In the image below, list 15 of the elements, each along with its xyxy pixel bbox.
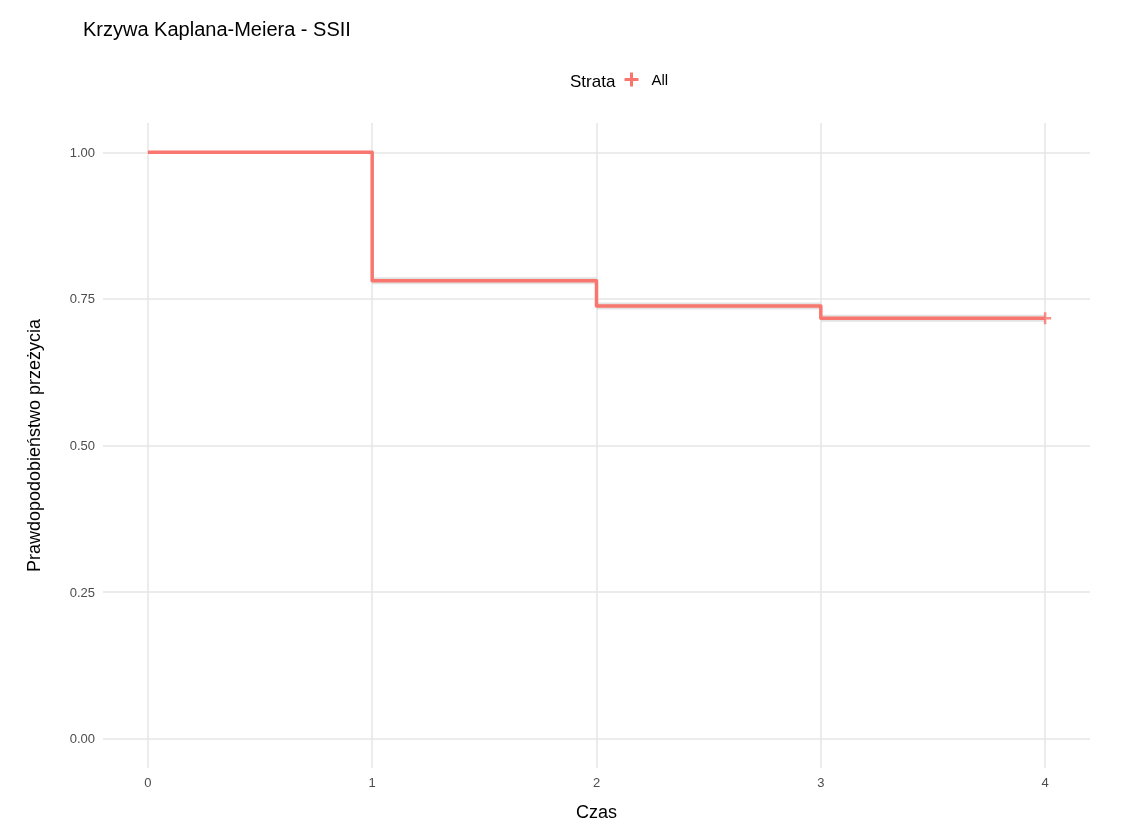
x-tick-label: 4 xyxy=(1041,775,1049,790)
x-tick-label: 0 xyxy=(144,775,152,790)
y-tick-label: 0.00 xyxy=(69,731,95,747)
chart-title: Krzywa Kaplana-Meiera - SSII xyxy=(83,18,351,40)
x-axis-title: Czas xyxy=(575,802,618,822)
y-tick-label: 0.50 xyxy=(69,438,95,453)
y-tick-label: 0.25 xyxy=(69,584,95,600)
legend-label: All xyxy=(651,71,669,88)
x-tick-label: 1 xyxy=(368,775,376,790)
x-tick-label: 2 xyxy=(592,775,601,790)
y-axis-title: Prawdopodobieństwo przeżycia xyxy=(24,317,44,573)
legend-title: Strata xyxy=(570,72,616,91)
x-tick-label: 3 xyxy=(817,775,825,790)
y-tick-label: 1.00 xyxy=(69,144,95,160)
y-tick-label: 0.75 xyxy=(69,291,95,307)
